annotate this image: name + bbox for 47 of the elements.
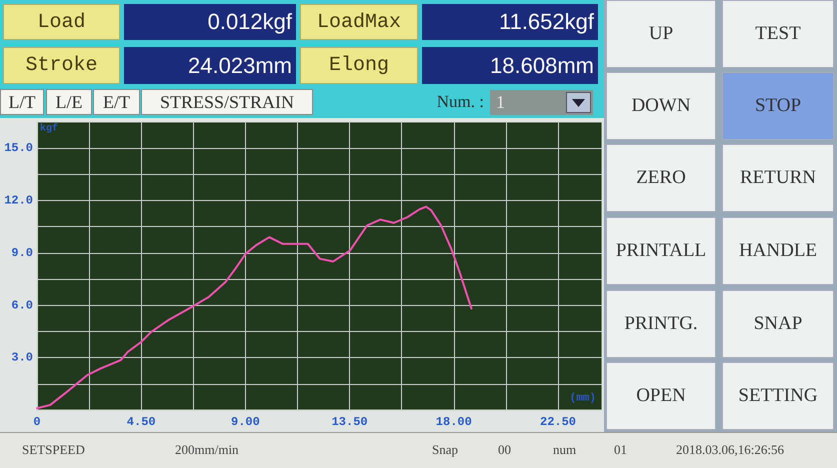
x-tick-label: 4.50: [126, 415, 156, 429]
text: SNAP: [722, 290, 834, 358]
text: num: [553, 441, 578, 459]
x-axis-title: (mm): [570, 392, 596, 404]
text: L/E: [46, 89, 92, 115]
y-tick-label: 9.0: [11, 246, 33, 260]
text: STOP: [722, 72, 834, 140]
text: Num. :: [436, 91, 485, 113]
line-series: [36, 206, 472, 410]
text: PRINTALL: [606, 217, 716, 285]
text: 00: [498, 441, 512, 459]
text: SETSPEED: [22, 441, 86, 459]
text: Snap: [432, 441, 459, 459]
text: STRESS/STRAIN: [141, 89, 313, 115]
text: 0.012kgf: [124, 4, 296, 40]
text: Elong: [300, 47, 418, 84]
text: 11.652kgf: [422, 4, 598, 40]
text: DOWN: [606, 72, 716, 140]
text: Load: [3, 4, 120, 40]
x-tick-label: 22.50: [540, 415, 576, 429]
y-axis-title: kgf: [40, 122, 58, 134]
y-tick-label: 12.0: [4, 194, 33, 208]
x-tick-label: 0: [33, 415, 41, 429]
text: 01: [614, 441, 628, 459]
text: OPEN: [606, 362, 716, 430]
text: L/T: [0, 89, 44, 115]
text: PRINTG.: [606, 290, 716, 358]
text: HANDLE: [722, 217, 834, 285]
text: Stroke: [3, 47, 120, 84]
x-tick-label: 18.00: [436, 415, 472, 429]
text: LoadMax: [300, 4, 418, 40]
text: 2018.03.06,16:26:56: [676, 441, 785, 459]
x-tick-label: 9.00: [230, 415, 260, 429]
y-tick-label: 15.0: [4, 141, 33, 156]
x-tick-label: 13.50: [332, 415, 368, 429]
text: UP: [606, 0, 716, 68]
y-tick-label: 6.0: [11, 298, 33, 312]
text: E/T: [93, 89, 140, 115]
text: TEST: [722, 0, 834, 68]
text: 24.023mm: [124, 47, 296, 84]
text: 1: [490, 90, 593, 115]
text: 200mm/min: [175, 441, 240, 459]
text: RETURN: [722, 144, 834, 212]
y-tick-label: 3.0: [11, 350, 33, 365]
text: SETTING: [722, 362, 834, 430]
text: 18.608mm: [422, 47, 598, 84]
text: ZERO: [606, 144, 716, 212]
